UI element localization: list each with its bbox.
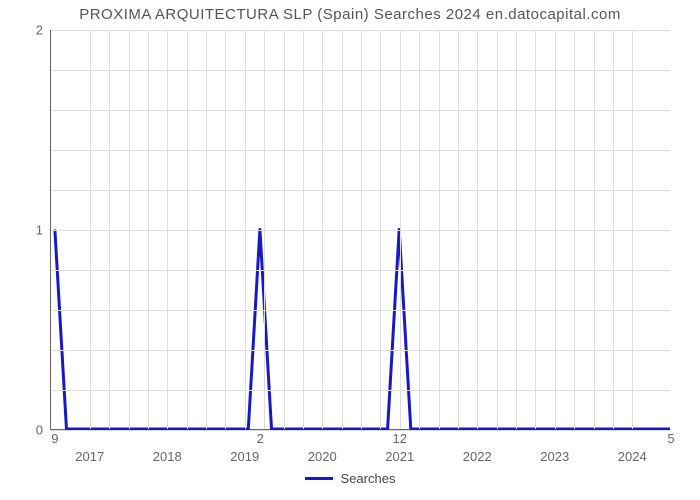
value-label: 12: [393, 429, 407, 446]
x-tick-label: 2020: [308, 429, 337, 464]
gridline-horizontal: [51, 110, 670, 111]
chart-title: PROXIMA ARQUITECTURA SLP (Spain) Searche…: [0, 6, 700, 23]
plot-area: 2017201820192020202120222023202401292125: [50, 30, 670, 430]
x-tick-label: 2018: [153, 429, 182, 464]
y-tick-label: 2: [36, 23, 51, 38]
legend-label: Searches: [341, 471, 396, 486]
gridline-horizontal: [51, 270, 670, 271]
x-tick-label: 2023: [540, 429, 569, 464]
legend: Searches: [0, 470, 700, 486]
x-tick-label: 2019: [230, 429, 259, 464]
value-label: 9: [51, 429, 58, 446]
gridline-horizontal: [51, 310, 670, 311]
x-tick-label: 2024: [618, 429, 647, 464]
gridline-horizontal: [51, 70, 670, 71]
gridline-horizontal: [51, 150, 670, 151]
gridline-horizontal: [51, 30, 670, 31]
gridline-horizontal: [51, 230, 670, 231]
value-label: 2: [257, 429, 264, 446]
x-tick-label: 2017: [75, 429, 104, 464]
gridline-horizontal: [51, 190, 670, 191]
chart-container: PROXIMA ARQUITECTURA SLP (Spain) Searche…: [0, 0, 700, 500]
y-tick-label: 1: [36, 223, 51, 238]
gridline-horizontal: [51, 350, 670, 351]
y-tick-label: 0: [36, 423, 51, 438]
value-label: 5: [667, 429, 674, 446]
x-tick-label: 2022: [463, 429, 492, 464]
legend-swatch: [305, 477, 333, 480]
gridline-horizontal: [51, 430, 670, 431]
gridline-horizontal: [51, 390, 670, 391]
